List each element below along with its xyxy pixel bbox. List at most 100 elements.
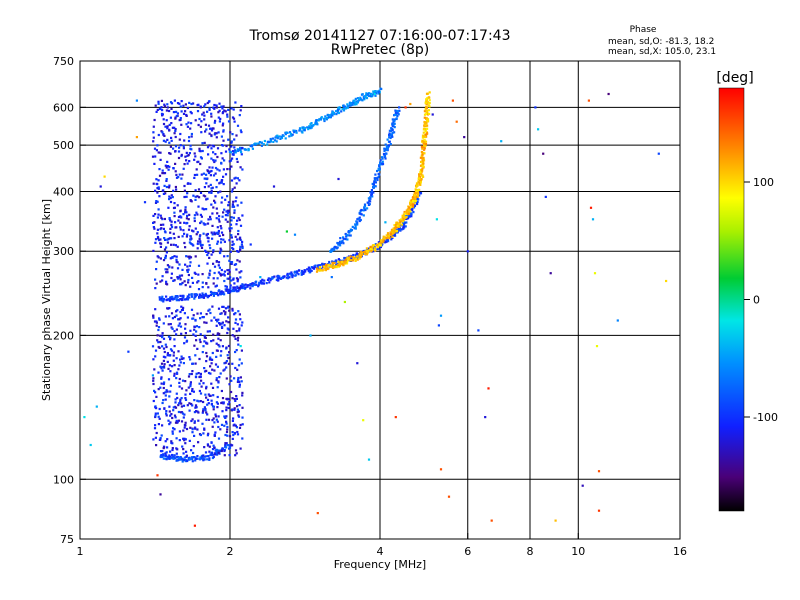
data-point bbox=[374, 94, 377, 97]
data-point bbox=[420, 160, 423, 163]
data-point bbox=[198, 117, 201, 121]
data-point bbox=[176, 112, 179, 115]
data-point bbox=[210, 134, 213, 137]
data-point bbox=[241, 437, 244, 440]
data-point bbox=[166, 160, 169, 163]
data-point bbox=[236, 368, 239, 371]
data-point bbox=[258, 281, 261, 284]
data-point bbox=[310, 266, 313, 269]
data-point bbox=[168, 395, 171, 398]
data-point bbox=[152, 182, 155, 185]
data-point bbox=[247, 148, 250, 151]
data-point bbox=[162, 322, 165, 325]
data-point bbox=[174, 170, 177, 173]
data-point bbox=[232, 200, 235, 203]
data-point bbox=[381, 162, 384, 165]
data-point bbox=[295, 131, 298, 134]
data-point bbox=[284, 137, 287, 140]
data-point bbox=[313, 266, 316, 269]
data-point bbox=[183, 342, 186, 345]
data-point bbox=[177, 156, 181, 160]
data-point bbox=[314, 122, 318, 125]
data-point bbox=[395, 221, 399, 224]
data-point bbox=[333, 248, 336, 251]
data-point bbox=[173, 405, 177, 408]
data-point bbox=[212, 394, 215, 397]
data-point bbox=[179, 228, 182, 231]
data-point bbox=[229, 286, 232, 289]
data-point bbox=[203, 458, 206, 461]
data-point bbox=[189, 383, 192, 386]
data-point bbox=[153, 221, 156, 224]
data-point bbox=[234, 263, 238, 266]
data-point bbox=[169, 450, 172, 453]
data-point bbox=[201, 422, 204, 425]
data-point bbox=[169, 384, 172, 387]
data-point bbox=[170, 326, 173, 329]
data-point bbox=[428, 91, 431, 94]
data-point bbox=[193, 421, 196, 424]
data-point bbox=[333, 261, 336, 265]
colorbar-tick-label: 100 bbox=[753, 176, 774, 189]
data-point bbox=[155, 282, 158, 285]
data-point bbox=[315, 270, 319, 273]
data-point bbox=[196, 231, 199, 234]
data-point bbox=[237, 336, 240, 339]
data-point bbox=[225, 415, 228, 418]
data-point bbox=[188, 160, 191, 163]
data-point bbox=[307, 128, 310, 131]
y-tick-label: 75 bbox=[60, 533, 74, 546]
data-point bbox=[211, 144, 214, 147]
data-point bbox=[208, 330, 211, 333]
data-point bbox=[172, 427, 175, 430]
data-point bbox=[400, 218, 403, 221]
data-point bbox=[221, 305, 224, 308]
data-point bbox=[288, 131, 292, 134]
data-point bbox=[327, 116, 330, 119]
data-point bbox=[157, 133, 160, 137]
data-point bbox=[337, 263, 340, 266]
data-point bbox=[209, 365, 212, 368]
data-point bbox=[170, 276, 173, 280]
chart-subtitle: RwPretec (8p) bbox=[331, 42, 429, 58]
data-point bbox=[209, 247, 212, 250]
data-point bbox=[239, 109, 242, 112]
data-point bbox=[331, 261, 334, 264]
data-point bbox=[208, 107, 211, 110]
data-point bbox=[395, 117, 398, 120]
data-point bbox=[220, 325, 224, 328]
data-point bbox=[466, 250, 469, 253]
data-point bbox=[337, 111, 340, 114]
data-point bbox=[166, 438, 169, 441]
data-point bbox=[277, 279, 280, 282]
data-point bbox=[418, 175, 421, 178]
data-point bbox=[214, 413, 217, 416]
data-point bbox=[155, 149, 158, 152]
data-point bbox=[208, 445, 211, 448]
data-point bbox=[353, 102, 356, 105]
data-point bbox=[233, 120, 236, 123]
data-point bbox=[220, 231, 224, 234]
data-point bbox=[206, 458, 209, 461]
data-point bbox=[373, 92, 376, 96]
data-point bbox=[288, 276, 291, 279]
data-point bbox=[416, 195, 419, 198]
data-point bbox=[409, 210, 412, 213]
data-point bbox=[204, 451, 208, 454]
data-point bbox=[217, 425, 220, 429]
data-point bbox=[199, 312, 202, 315]
phase-info-omode: mean, sd,O: -81.3, 18.2 bbox=[608, 37, 714, 47]
data-point bbox=[272, 185, 276, 188]
data-point bbox=[342, 236, 345, 239]
data-point bbox=[329, 250, 332, 253]
data-point bbox=[425, 107, 428, 110]
data-point bbox=[356, 255, 359, 258]
data-point bbox=[287, 274, 290, 277]
data-point bbox=[373, 247, 376, 250]
data-point bbox=[197, 240, 200, 243]
data-point bbox=[288, 135, 291, 138]
data-point bbox=[171, 317, 174, 320]
x-tick-label: 8 bbox=[527, 545, 534, 558]
data-point bbox=[425, 133, 428, 136]
data-point bbox=[185, 450, 188, 453]
